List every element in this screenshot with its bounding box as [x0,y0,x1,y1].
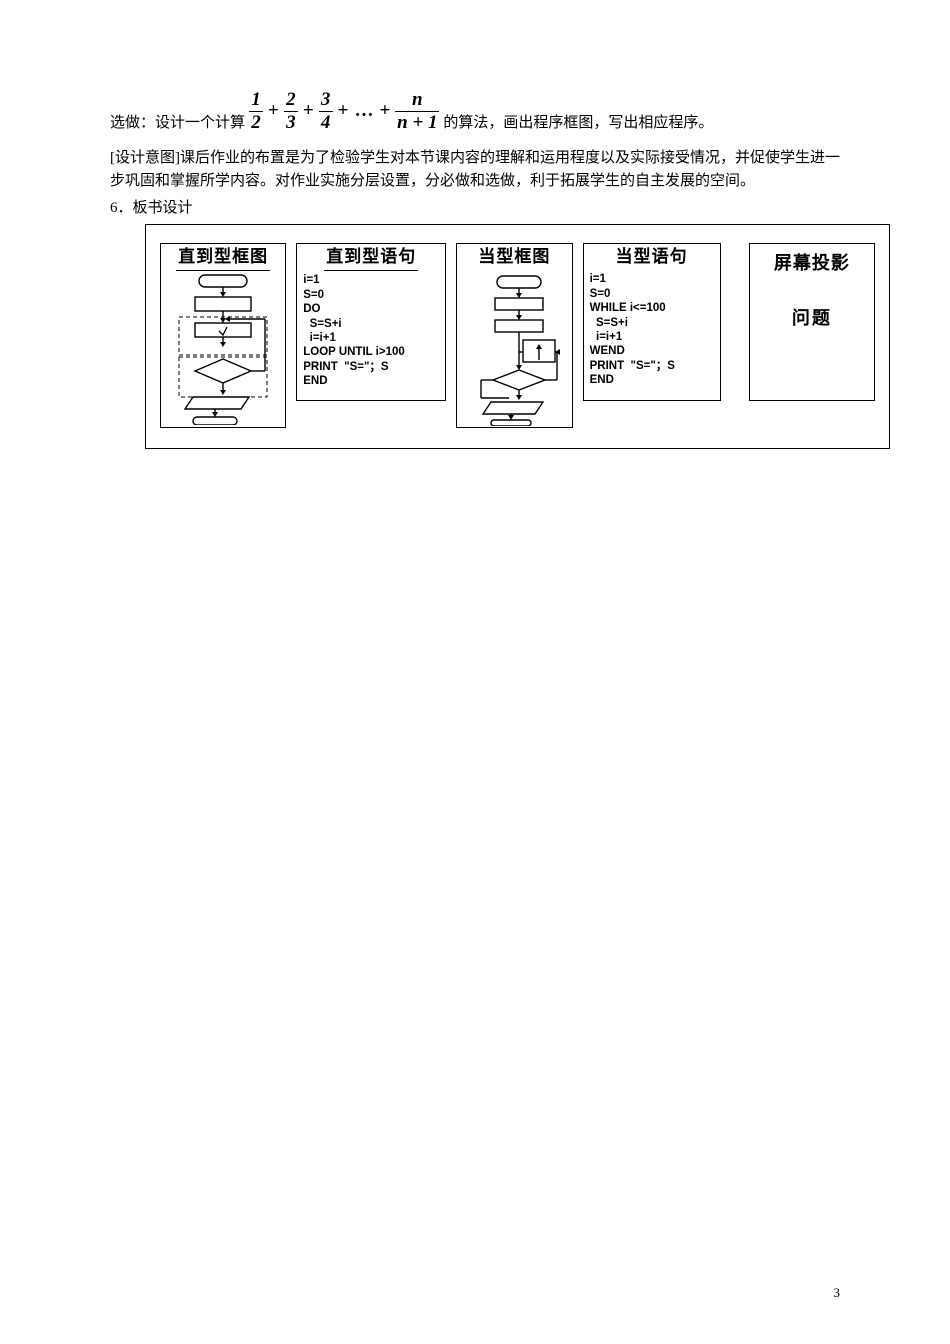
panel-while-code: 当型语句 i=1 S=0 WHILE i<=100 S=S+i i=i+1 WE… [583,243,721,401]
page-number: 3 [834,1283,841,1303]
optional-tail: 的算法，画出程序框图，写出相应程序。 [443,112,713,135]
until-code-block: i=1 S=0 DO S=S+i i=i+1 LOOP UNTIL i>100 … [303,273,439,388]
panel-until-code: 直到型语句 i=1 S=0 DO S=S+i i=i+1 LOOP UNTIL … [296,243,446,401]
panel2-title: 直到型语句 [324,244,418,272]
panel1-title: 直到型框图 [176,244,270,272]
frac-2: 2 3 [284,90,298,133]
panel-screen-projection: 屏幕投影 问题 [749,243,875,401]
projection-title: 屏幕投影 [754,250,870,277]
optional-problem-line: 选做：设计一个计算 1 2 + 2 3 + 3 4 + … + n n + 1 … [110,90,840,135]
frac-1: 1 2 [249,90,263,133]
until-flowchart-icon [165,273,281,425]
optional-label: 选做：设计一个计算 [110,112,245,135]
board-design-container: 直到型框图 [145,224,890,449]
while-flowchart-icon [461,274,567,426]
frac-n: n n + 1 [395,90,439,133]
while-code-block: i=1 S=0 WHILE i<=100 S=S+i i=i+1 WEND PR… [590,272,714,387]
frac-3: 3 4 [319,90,333,133]
section-6-heading: 6．板书设计 [110,197,840,220]
panel4-title: 当型语句 [614,244,690,271]
panel3-title: 当型框图 [476,244,552,271]
series-formula: 1 2 + 2 3 + 3 4 + … + n n + 1 [247,90,441,135]
panel-until-flowchart: 直到型框图 [160,243,286,428]
projection-subtitle: 问题 [754,305,870,332]
panel-while-flowchart: 当型框图 [456,243,572,428]
design-intent-paragraph: [设计意图]课后作业的布置是为了检验学生对本节课内容的理解和运用程度以及实际接受… [110,147,840,194]
